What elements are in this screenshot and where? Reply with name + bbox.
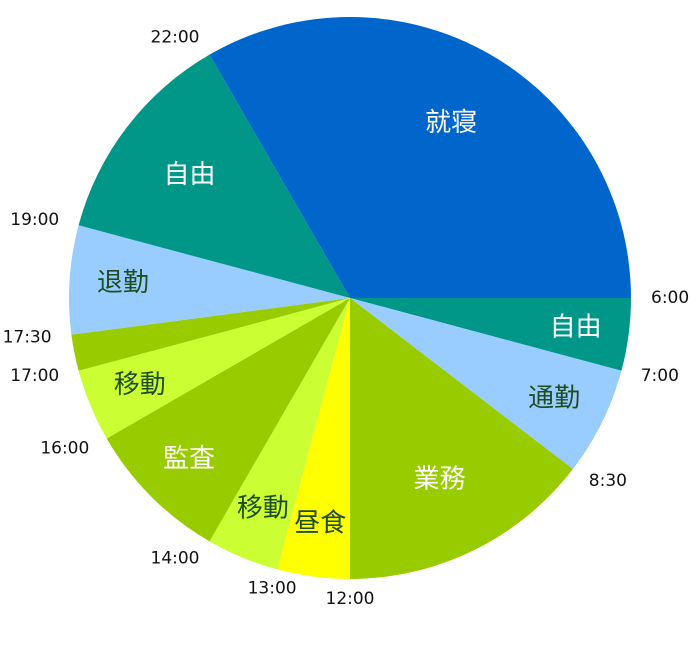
time-tick-label: 12:00 <box>326 589 375 609</box>
slice-label: 就寝 <box>425 108 477 138</box>
time-tick-label: 13:00 <box>248 579 297 599</box>
pie-slice <box>209 17 631 299</box>
time-tick-label: 22:00 <box>151 27 200 47</box>
time-tick-label: 8:30 <box>589 471 627 491</box>
slice-label: 昼食 <box>294 509 346 539</box>
pie-slice <box>69 225 350 335</box>
pie-slices <box>69 17 631 579</box>
slice-label: 移動 <box>237 493 289 523</box>
slice-label: 退勤 <box>97 268 149 298</box>
time-tick-label: 17:30 <box>3 327 52 347</box>
time-tick-label: 7:00 <box>641 366 679 386</box>
time-tick-label: 14:00 <box>151 549 200 569</box>
time-tick-label: 6:00 <box>651 288 689 308</box>
time-tick-label: 19:00 <box>10 210 59 230</box>
slice-label: 移動 <box>114 370 166 400</box>
slice-label: 自由 <box>163 160 215 190</box>
pie-slice <box>350 298 573 579</box>
slice-label: 通勤 <box>528 384 580 414</box>
slice-label: 監査 <box>163 444 215 474</box>
pie-slice <box>71 298 350 371</box>
pie-slice <box>78 298 351 439</box>
time-boundary-labels: 6:00 7:00 8:30 12:00 13:00 14:00 16:00 17:00 17:… <box>3 27 690 609</box>
pie-slice <box>209 298 350 570</box>
time-tick-label: 17:00 <box>10 366 59 386</box>
slice-label: 自由 <box>550 313 602 343</box>
time-tick-label: 16:00 <box>40 439 89 459</box>
slice-label: 業務 <box>413 464 465 494</box>
pie-slice <box>350 298 622 470</box>
pie-slice <box>106 298 351 542</box>
pie-slice <box>350 298 631 371</box>
pie-slice <box>78 54 351 298</box>
pie-slice <box>277 298 350 579</box>
